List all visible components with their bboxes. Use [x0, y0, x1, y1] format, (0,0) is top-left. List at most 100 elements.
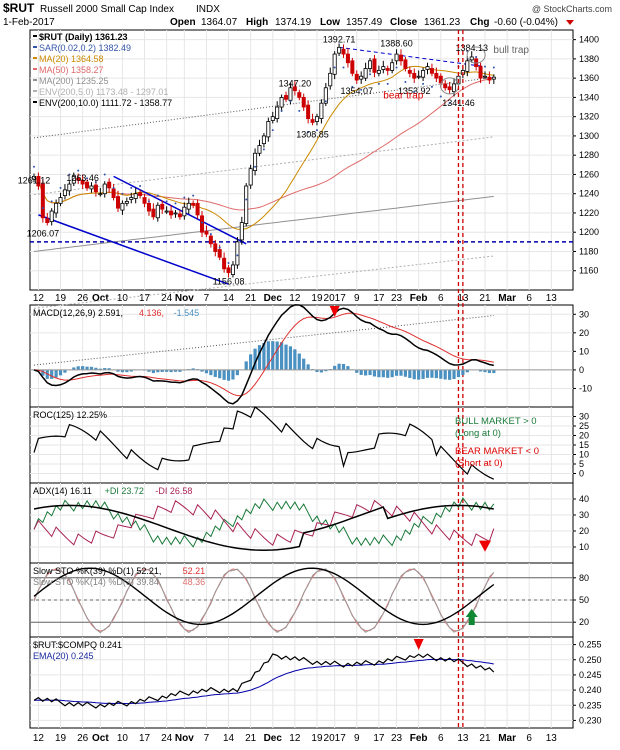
candle-body [261, 135, 266, 145]
sar-dot [395, 66, 398, 69]
candle-body [98, 193, 103, 196]
y-tick-label-price: 1340 [579, 92, 599, 102]
sar-dot [236, 254, 239, 257]
x-tick-label: 19 [55, 293, 67, 304]
sar-dot [324, 100, 327, 103]
macd-hist-bar [297, 353, 301, 370]
macd-legend-item: 4.136, [139, 308, 164, 318]
header-watermark: @ StockCharts.com [532, 4, 612, 14]
sar-dot [41, 207, 44, 210]
down-arrow-icon [329, 306, 340, 317]
candle-body [89, 185, 94, 190]
x-tick-label: 7 [204, 733, 210, 744]
sar-dot [315, 129, 318, 132]
sar-dot [130, 186, 133, 189]
bear-trap-label: bear trap [383, 90, 423, 101]
y-tick-label-price: 1200 [579, 227, 599, 237]
candle-body [133, 193, 138, 199]
sar-dot [422, 82, 425, 85]
macd-hist-bar [266, 341, 270, 370]
candle-body [80, 179, 85, 185]
candle-body [116, 196, 121, 209]
macd-hist-bar [461, 369, 465, 376]
header-open: 1364.07 [201, 17, 238, 28]
candle-body [62, 189, 67, 197]
macd-hist-bar [98, 368, 102, 370]
sar-dot [475, 55, 478, 58]
sar-dot [404, 81, 407, 83]
macd-hist-bar [439, 369, 443, 379]
y-tick-label-ratio: 0.240 [579, 685, 602, 695]
y-tick-label-roc: 30 [579, 412, 589, 422]
header-exchange: INDX [196, 4, 220, 15]
macd-hist-bar [421, 369, 425, 379]
price-legend-item: ENV(200,5.0) 1173.48 - 1297.01 [39, 87, 168, 97]
header-chg-label: Chg [470, 17, 489, 28]
macd-hist-bar [359, 369, 363, 375]
price-annotation: 1308.85 [296, 129, 329, 139]
x-tick-label: 21 [479, 293, 491, 304]
y-tick-label-sto: 20 [579, 617, 589, 627]
macd-hist-bar [120, 369, 125, 373]
trendline-upper [113, 175, 247, 245]
candle-body [177, 213, 182, 218]
price-legend-item: MA(200) 1235.25 [39, 76, 109, 86]
macd-hist-bar [244, 361, 248, 370]
x-tick-label: 13 [457, 733, 469, 744]
minus-di-line [33, 499, 495, 547]
candle-body [76, 177, 81, 181]
sar-dot [377, 82, 380, 85]
sar-dot [280, 109, 283, 112]
candle-body [332, 53, 337, 75]
macd-hist-bar [226, 369, 231, 381]
sar-dot [448, 102, 451, 105]
macd-hist-bar [107, 368, 111, 370]
x-tick-label: 13 [546, 733, 558, 744]
macd-hist-bar [94, 367, 98, 370]
x-tick-label: Dec [264, 293, 283, 304]
macd-legend-item: -1.545 [174, 308, 200, 318]
sar-dot [147, 200, 150, 203]
macd-hist-bar [319, 369, 323, 373]
candle-body [297, 92, 302, 98]
candle-body [200, 215, 205, 233]
x-tick-label: 6 [438, 733, 444, 744]
header-high-label: High [246, 17, 268, 28]
x-tick-label: Oct [92, 733, 109, 744]
sar-dot [103, 173, 106, 176]
candle-body [138, 192, 143, 197]
candle-body [182, 206, 187, 217]
y-tick-label-adx: 10 [579, 542, 589, 552]
roc-note-bear: BEAR MARKET < 0 [455, 446, 539, 457]
macd-hist-bar [434, 369, 438, 379]
candle-body [279, 97, 284, 108]
macd-hist-bar [58, 369, 63, 376]
y-tick-label-roc: 0 [579, 469, 584, 479]
price-annotation: 1263.46 [66, 173, 99, 183]
y-tick-label-adx: 20 [579, 526, 589, 536]
x-tick-label: Mar [498, 733, 516, 744]
candle-body [284, 95, 289, 100]
x-tick-label: 21 [245, 733, 257, 744]
sar-dot [271, 129, 274, 132]
sar-dot [139, 185, 142, 187]
macd-hist-bar [456, 369, 461, 378]
x-tick-label: 19 [311, 733, 323, 744]
candle-body [111, 188, 116, 198]
sar-dot [289, 100, 292, 103]
macd-hist-bar [341, 364, 346, 370]
macd-hist-bar [200, 369, 204, 372]
y-tick-label-price: 1300 [579, 131, 599, 141]
macd-hist-bar [76, 366, 80, 370]
y-tick-label-ratio: 0.255 [579, 640, 602, 650]
candle-body [40, 183, 45, 219]
chg-down-triangle-icon [566, 20, 574, 25]
sto39-k-line [33, 567, 495, 626]
candle-body [146, 202, 151, 212]
sar-dot [121, 192, 124, 195]
macd-signal-line [33, 312, 494, 397]
roc-line [33, 406, 495, 480]
sar-dot [386, 82, 389, 85]
macd-hist-bar [492, 369, 496, 374]
